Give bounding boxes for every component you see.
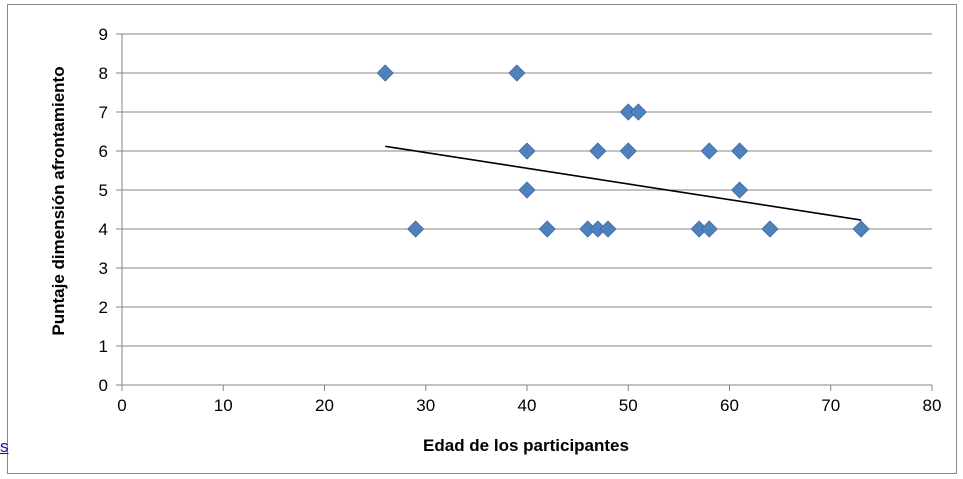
- x-tick-label: 10: [214, 396, 233, 415]
- data-point: [508, 64, 526, 82]
- tick-labels: 0 1 2 3 4 5 6 7 8 9 0 10 20 30 40 50 60 70 80: [99, 25, 942, 415]
- x-tick-label: 80: [923, 396, 942, 415]
- stray-link[interactable]: s: [0, 437, 9, 456]
- y-tick-label: 5: [99, 181, 108, 200]
- data-point: [700, 220, 718, 238]
- data-point: [852, 220, 870, 238]
- x-tick-label: 70: [821, 396, 840, 415]
- trendline: [385, 145, 862, 221]
- y-tick-label: 8: [99, 64, 108, 83]
- y-axis-title: Puntaje dimensión afrontamiento: [49, 66, 68, 335]
- x-axis-title: Edad de los participantes: [423, 436, 629, 455]
- x-tick-label: 60: [720, 396, 739, 415]
- data-point: [731, 181, 749, 199]
- x-tick-label: 0: [117, 396, 126, 415]
- data-point: [518, 181, 536, 199]
- x-tick-label: 50: [619, 396, 638, 415]
- axes: [116, 33, 933, 391]
- data-point: [700, 142, 718, 160]
- x-tick-label: 30: [416, 396, 435, 415]
- data-points: [376, 64, 870, 238]
- y-tick-label: 9: [99, 25, 108, 44]
- scatter-chart: 0 1 2 3 4 5 6 7 8 9 0 10 20 30 40 50 60 70 80 Edad de los …: [49, 25, 942, 455]
- y-tick-label: 2: [99, 298, 108, 317]
- data-point: [407, 220, 425, 238]
- data-point: [761, 220, 779, 238]
- chart-frame: 0 1 2 3 4 5 6 7 8 9 0 10 20 30 40 50 60 70 80 Edad de los …: [7, 4, 957, 474]
- data-point: [376, 64, 394, 82]
- x-tick-label: 20: [315, 396, 334, 415]
- y-tick-label: 7: [99, 103, 108, 122]
- y-tick-label: 6: [99, 142, 108, 161]
- data-point: [619, 142, 637, 160]
- y-tick-label: 4: [99, 220, 108, 239]
- y-tick-label: 0: [99, 376, 108, 395]
- data-point: [518, 142, 536, 160]
- data-point: [538, 220, 556, 238]
- data-point: [599, 220, 617, 238]
- trendline-layer: [385, 145, 862, 221]
- data-point: [589, 142, 607, 160]
- x-tick-label: 40: [518, 396, 537, 415]
- data-point: [731, 142, 749, 160]
- data-point: [629, 103, 647, 121]
- y-tick-label: 3: [99, 259, 108, 278]
- y-tick-label: 1: [99, 337, 108, 356]
